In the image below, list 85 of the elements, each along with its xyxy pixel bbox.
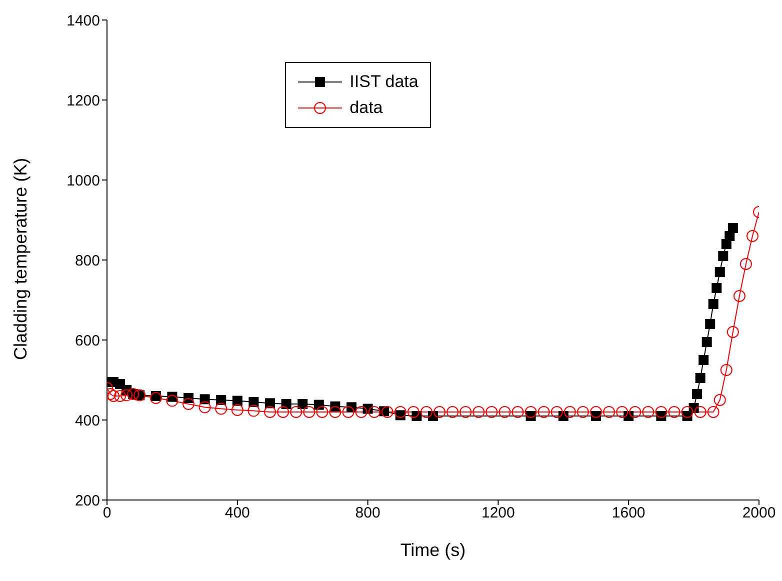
y-tick-label: 800 — [74, 252, 100, 270]
point — [150, 392, 162, 404]
point — [512, 406, 524, 418]
x-axis-title: Time (s) — [400, 540, 466, 560]
point — [460, 406, 472, 418]
point — [694, 406, 706, 418]
point — [726, 326, 739, 338]
y-tick-label: 400 — [74, 412, 100, 430]
point — [603, 406, 616, 418]
point — [524, 406, 537, 418]
point — [182, 398, 194, 410]
point — [702, 337, 712, 347]
point — [692, 389, 702, 399]
point — [314, 400, 324, 410]
point — [277, 406, 290, 418]
point — [629, 406, 642, 418]
point — [248, 397, 259, 407]
point — [407, 406, 420, 418]
point — [498, 406, 511, 418]
point — [655, 406, 668, 418]
y-tick-label: 1400 — [66, 12, 100, 30]
y-tick-label: 200 — [74, 492, 100, 510]
point — [355, 406, 368, 418]
point — [120, 389, 133, 402]
y-tick-label: 1200 — [66, 92, 100, 110]
x-tick-label: 0 — [102, 504, 112, 522]
point — [232, 396, 242, 406]
point — [698, 355, 709, 365]
point — [264, 406, 276, 418]
x-tick-label: 1600 — [612, 504, 646, 522]
point — [590, 406, 602, 418]
x-tick-label: 2000 — [742, 504, 776, 522]
point — [550, 406, 563, 418]
point — [216, 395, 226, 405]
point — [368, 406, 380, 418]
point — [114, 390, 126, 402]
point — [740, 258, 752, 270]
point — [290, 406, 302, 418]
point — [486, 406, 498, 418]
point — [576, 406, 589, 418]
point — [705, 319, 716, 329]
point — [166, 394, 178, 407]
point — [198, 401, 211, 414]
point — [434, 406, 446, 418]
y-axis-title: Cladding temperature (K) — [10, 158, 30, 360]
point — [714, 394, 726, 406]
point — [446, 406, 459, 418]
point — [420, 406, 432, 418]
point — [303, 406, 316, 418]
x-tick-label: 400 — [224, 504, 250, 522]
point — [712, 283, 722, 293]
point — [394, 406, 406, 418]
point — [720, 364, 732, 376]
point — [642, 406, 654, 418]
point — [564, 406, 576, 418]
point — [728, 223, 738, 233]
point — [714, 267, 725, 277]
legend-label: data — [350, 98, 383, 118]
point — [681, 406, 694, 418]
point — [381, 406, 394, 418]
point — [616, 406, 628, 418]
point — [718, 251, 728, 261]
x-tick-label: 1200 — [482, 504, 515, 522]
point — [265, 398, 275, 408]
y-tick-label: 1000 — [66, 172, 100, 190]
point — [342, 406, 354, 418]
point — [538, 406, 550, 418]
point — [668, 406, 680, 418]
point — [231, 404, 244, 416]
point — [215, 402, 228, 415]
point — [316, 406, 328, 418]
point — [298, 399, 308, 409]
legend-label: IIST data — [350, 72, 418, 92]
point — [108, 390, 120, 402]
point — [695, 373, 706, 383]
x-tick-label: 800 — [355, 504, 380, 522]
point — [733, 290, 746, 302]
point — [329, 406, 342, 418]
point — [281, 399, 292, 409]
y-tick-label: 600 — [74, 332, 100, 350]
point — [746, 230, 758, 242]
point — [472, 406, 485, 418]
point — [248, 404, 260, 417]
point — [708, 299, 718, 309]
point — [707, 406, 720, 418]
